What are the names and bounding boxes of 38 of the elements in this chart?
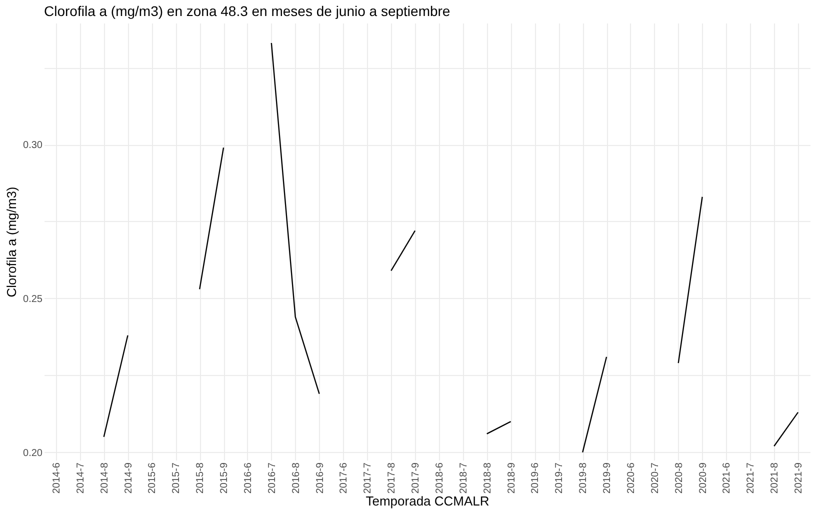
x-tick-label: 2015-6 [147, 462, 158, 494]
x-tick-label: 2014-9 [123, 462, 134, 494]
x-tick-label: 2018-9 [506, 462, 518, 494]
x-tick-label: 2020-8 [674, 462, 685, 494]
x-tick-label: 2020-9 [698, 462, 709, 494]
x-tick-label: 2015-8 [195, 462, 206, 494]
x-tick-label: 2018-8 [482, 462, 494, 494]
x-tick-label: 2017-7 [362, 462, 374, 494]
x-tick-label: 2019-9 [602, 462, 614, 494]
x-tick-label: 2020-6 [626, 462, 637, 494]
x-tick-label: 2017-9 [410, 462, 422, 494]
x-tick-label: 2014-8 [99, 462, 110, 494]
chart-title: Clorofila a (mg/m3) en zona 48.3 en meses de junio a septiembre [44, 3, 450, 19]
x-tick-label: 2017-6 [338, 462, 350, 494]
x-tick-label: 2021-8 [770, 462, 781, 494]
x-tick-label: 2019-6 [530, 462, 542, 494]
y-tick-label: 0.30 [23, 140, 43, 152]
x-tick-label: 2015-9 [219, 462, 230, 494]
x-tick-label: 2018-6 [434, 462, 446, 494]
y-axis-title: Clorofila a (mg/m3) [4, 186, 20, 298]
x-tick-label: 2014-7 [75, 462, 86, 494]
x-tick-label: 2015-7 [171, 462, 182, 494]
x-tick-label: 2016-9 [314, 462, 326, 494]
x-tick-label: 2016-6 [242, 462, 254, 494]
x-axis-title: Temporada CCMALR [366, 494, 490, 509]
x-tick-label: 2016-7 [266, 462, 278, 494]
x-tick-label: 2019-7 [554, 462, 566, 494]
x-tick-label: 2021-7 [746, 462, 757, 494]
x-tick-label: 2014-6 [51, 462, 62, 494]
x-tick-label: 2021-6 [722, 462, 733, 494]
x-tick-label: 2016-8 [290, 462, 302, 494]
x-tick-label: 2018-7 [458, 462, 470, 494]
x-tick-label: 2020-7 [650, 462, 661, 494]
y-tick-label: 0.25 [23, 294, 43, 305]
x-tick-label: 2019-8 [578, 462, 590, 494]
x-tick-label: 2021-9 [794, 462, 805, 494]
x-tick-label: 2017-8 [386, 462, 398, 494]
y-tick-label: 0.20 [23, 448, 43, 459]
